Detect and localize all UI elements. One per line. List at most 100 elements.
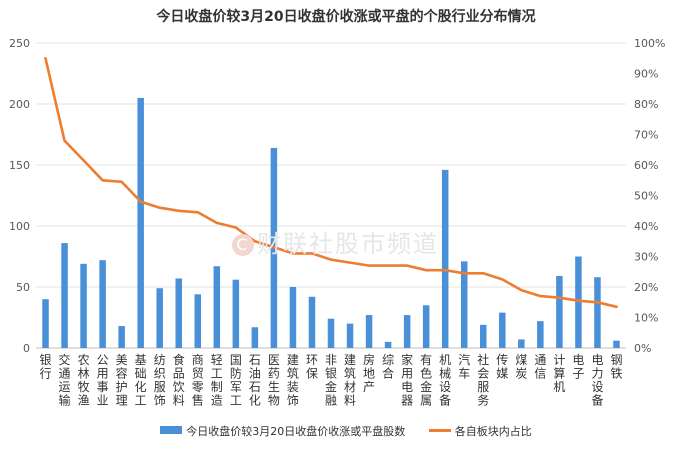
bar xyxy=(251,327,259,348)
x-tick-label: 商贸零售 xyxy=(192,352,204,408)
x-tick-label: 家用电器 xyxy=(401,352,413,408)
line-point xyxy=(215,221,219,225)
y-left-tick-label: 200 xyxy=(9,98,30,111)
legend-swatch-bar xyxy=(160,426,183,434)
x-tick-label: 通信 xyxy=(534,353,546,381)
bar xyxy=(365,315,373,348)
bar xyxy=(594,277,601,348)
x-tick-label: 社会服务 xyxy=(477,352,489,408)
y-left-tick-label: 150 xyxy=(9,159,30,172)
line-point xyxy=(253,240,257,243)
bar xyxy=(518,339,525,348)
x-tick-label: 公用事业 xyxy=(97,353,109,408)
watermark: C 财联社股市频道 xyxy=(232,224,439,259)
bar xyxy=(327,318,335,348)
y-right-tick-label: 30% xyxy=(634,251,658,264)
bar xyxy=(403,315,411,348)
line-point xyxy=(196,211,199,214)
y-right-tick-label: 40% xyxy=(634,220,658,233)
line-point xyxy=(615,305,618,309)
bar xyxy=(556,276,563,348)
line-point xyxy=(482,272,485,275)
line-point xyxy=(424,269,428,272)
line-point xyxy=(177,209,180,212)
bar xyxy=(232,279,240,348)
y-right-tick-label: 10% xyxy=(634,312,658,325)
x-tick-label: 石油石化 xyxy=(249,353,261,408)
bar xyxy=(575,256,582,348)
bar xyxy=(346,323,354,348)
x-tick-label: 建筑装饰 xyxy=(287,353,299,408)
bar xyxy=(80,263,87,348)
bar xyxy=(194,294,202,348)
y-right-tick-label: 90% xyxy=(634,68,658,81)
line-point xyxy=(272,246,276,249)
bar xyxy=(213,266,221,348)
x-tick-label: 环保 xyxy=(306,353,318,381)
watermark-text: 财联社股市频道 xyxy=(257,230,439,258)
legend-label-bar: 今日收盘价较3月20日收盘价收涨或平盘股数 xyxy=(186,425,406,438)
line-point xyxy=(558,296,561,299)
line-point xyxy=(367,264,371,267)
line-point xyxy=(405,264,409,267)
line-point xyxy=(158,206,161,209)
legend-item-line[interactable]: 各自板块内占比 xyxy=(428,423,532,439)
series-line xyxy=(44,56,618,309)
bar xyxy=(441,169,449,348)
legend-item-bar[interactable]: 今日收盘价较3月20日收盘价收涨或平盘股数 xyxy=(160,423,405,439)
bar xyxy=(118,326,125,348)
line-point xyxy=(501,278,504,281)
bar xyxy=(308,296,316,348)
x-tick-label: 国防军工 xyxy=(230,353,242,408)
x-tick-label: 机械设备 xyxy=(439,353,451,408)
x-tick-label: 农林牧渔 xyxy=(78,353,90,408)
bar xyxy=(99,260,106,348)
bar xyxy=(384,341,392,348)
bar xyxy=(42,299,49,348)
x-tick-label: 美容护理 xyxy=(116,353,128,408)
x-tick-label: 计算机 xyxy=(553,353,565,394)
x-tick-label: 交通运输 xyxy=(59,352,71,408)
bar xyxy=(175,278,182,348)
y-right-tick-label: 20% xyxy=(634,281,658,294)
y-left-tick-label: 250 xyxy=(9,37,30,50)
x-tick-label: 煤炭 xyxy=(515,353,527,381)
line-point xyxy=(329,258,333,261)
x-tick-label: 医药生物 xyxy=(268,353,280,408)
bar xyxy=(613,340,620,348)
x-tick-label: 纺织服饰 xyxy=(154,353,166,408)
x-tick-label: 钢铁 xyxy=(610,353,622,381)
chart-title: 今日收盘价较3月20日收盘价收涨或平盘的个股行业分布情况 xyxy=(156,9,536,25)
line-point xyxy=(82,159,85,162)
line-point xyxy=(577,299,580,302)
x-tick-label: 有色金属 xyxy=(420,353,432,408)
line-point xyxy=(443,269,447,272)
bar xyxy=(61,243,68,348)
bar xyxy=(499,312,506,348)
y-left-tick-label: 0 xyxy=(23,342,30,355)
x-tick-label: 非银金融 xyxy=(325,353,337,408)
watermark-logo: C xyxy=(232,234,254,256)
line-point xyxy=(310,252,314,255)
line-point xyxy=(44,57,47,60)
line-point xyxy=(291,252,295,255)
x-tick-label: 汽车 xyxy=(458,352,470,381)
y-right-tick-label: 100% xyxy=(634,37,665,50)
legend: 今日收盘价较3月20日收盘价收涨或平盘股数 各自板块内占比 xyxy=(0,423,692,439)
line-point xyxy=(539,294,542,298)
y-right-tick-label: 80% xyxy=(634,98,658,111)
x-tick-label: 房地产 xyxy=(363,352,375,394)
line-point xyxy=(348,261,352,264)
x-tick-label: 食品饮料 xyxy=(173,352,185,408)
bar xyxy=(289,287,297,348)
line-point xyxy=(120,180,123,183)
line-point xyxy=(139,200,142,203)
line-point xyxy=(101,179,104,182)
line-point xyxy=(463,272,466,275)
combo-chart: 0 50 100 150 200 250 0% 10% 20% 30% 40% 50% 60% 70% 80… xyxy=(9,37,665,408)
legend-swatch-line xyxy=(428,429,451,432)
legend-label-line: 各自板块内占比 xyxy=(454,425,532,438)
x-tick-label: 电子 xyxy=(572,353,584,381)
y-right-tick-label: 50% xyxy=(634,190,658,203)
